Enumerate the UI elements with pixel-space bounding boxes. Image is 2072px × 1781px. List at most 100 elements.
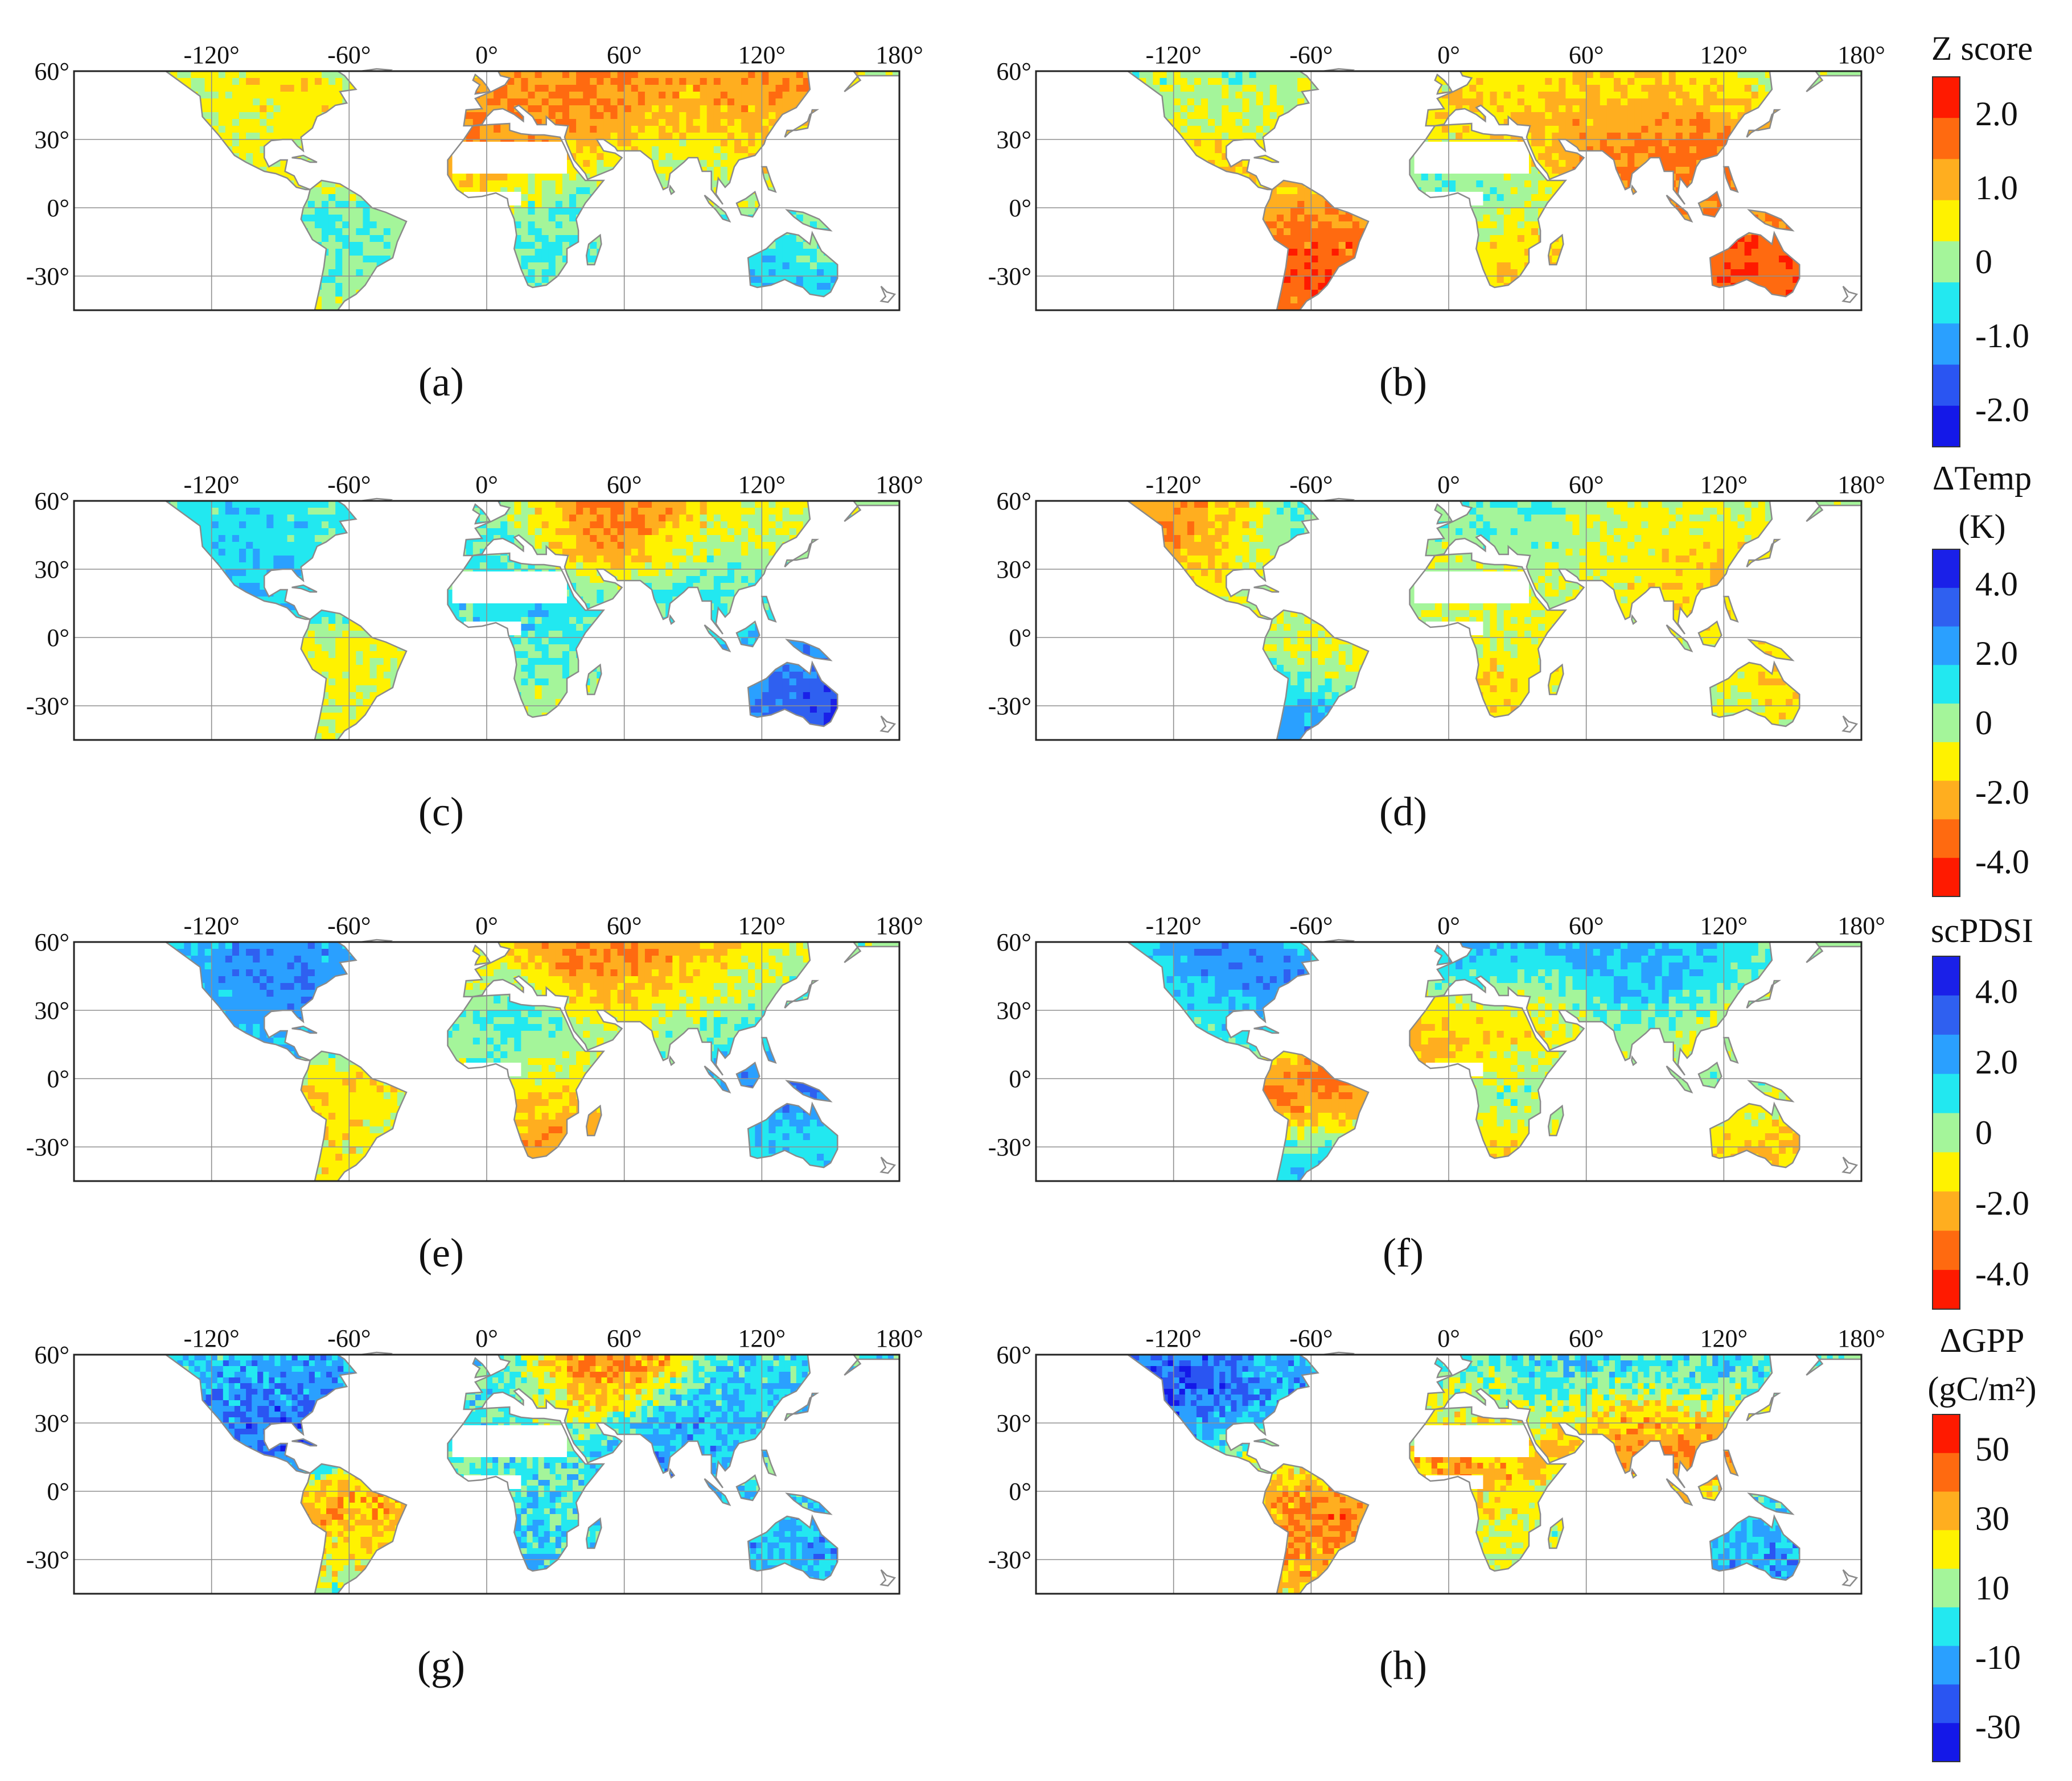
lon-tick-label: -120°	[1146, 1325, 1202, 1352]
lat-tick-label: 60°	[34, 928, 69, 956]
lon-tick-label: 0°	[1437, 1325, 1460, 1352]
map-frame-d	[1035, 500, 1863, 741]
colorbar-tick-label: -2.0	[1975, 774, 2029, 811]
graticule-d	[1036, 501, 1861, 740]
colorbar-swatch	[1933, 1270, 1960, 1310]
lon-tick-label: 120°	[738, 41, 786, 69]
colorbar-swatch	[1933, 1453, 1960, 1492]
graticule-g	[74, 1355, 899, 1594]
lat-tick-label: -30°	[26, 692, 69, 720]
colorbar-swatch	[1933, 780, 1960, 820]
lon-tick-label: -120°	[184, 1325, 240, 1352]
colorbar-tick-label: 4.0	[1975, 973, 2018, 1010]
lon-tick-label: 180°	[875, 1325, 923, 1352]
map-panel-f: -120° -60° 0° 60° 120° 180° 60° 30° 0° -30° (f)	[988, 912, 1885, 1276]
lat-tick-label: 30°	[34, 1409, 69, 1437]
lon-tick-label: 60°	[1569, 1325, 1604, 1352]
lon-tick-label: 0°	[475, 471, 498, 499]
map-frame-b	[1035, 70, 1863, 311]
lon-tick-label: 60°	[607, 1325, 642, 1352]
lat-tick-label: 60°	[34, 487, 69, 515]
colorbar-scpdsi: scPDSI 4.0 2.0 0 -2.0 -4.0	[1931, 912, 2033, 1310]
panel-label-a: (a)	[418, 359, 464, 405]
lon-tick-label: -60°	[327, 471, 371, 499]
panel-label-e: (e)	[418, 1230, 464, 1276]
lon-tick-label: -60°	[327, 912, 371, 940]
colorbar-tick-label: 10	[1975, 1569, 2009, 1607]
colorbar-swatch	[1933, 626, 1960, 665]
map-frame-a	[73, 70, 901, 311]
lat-tick-label: -30°	[26, 1133, 69, 1161]
lon-tick-label: 180°	[875, 41, 923, 69]
colorbar-tick-label: 0	[1975, 1114, 1992, 1151]
lon-tick-label: -120°	[1146, 471, 1202, 499]
panel-label-b: (b)	[1379, 359, 1427, 405]
colorbar-swatch	[1933, 323, 1960, 365]
coastlines-g	[101, 1351, 901, 1595]
lat-tick-label: 0°	[1009, 624, 1031, 652]
lon-tick-label: -60°	[327, 41, 371, 69]
lat-tick-label: 60°	[996, 1341, 1031, 1369]
colorbar-title: (K)	[1958, 508, 2005, 545]
lat-tick-label: 30°	[996, 556, 1031, 583]
map-frame-f	[1035, 941, 1863, 1182]
lon-tick-label: -120°	[184, 41, 240, 69]
colorbar-tick-label: 1.0	[1975, 169, 2018, 207]
lon-tick-label: 0°	[1437, 912, 1460, 940]
lat-tick-label: 0°	[47, 1065, 69, 1093]
lon-tick-label: 180°	[1837, 1325, 1885, 1352]
map-panel-e: -120° -60° 0° 60° 120° 180° 60° 30° 0° -30° (e)	[26, 912, 923, 1276]
colorbar-swatch	[1933, 1684, 1960, 1724]
colorbar-swatch	[1933, 858, 1960, 897]
colorbar-tick-label: -2.0	[1975, 391, 2029, 429]
colorbar-swatch	[1933, 77, 1960, 118]
lat-tick-label: -30°	[988, 1133, 1031, 1161]
colorbar-tick-label: -10	[1975, 1639, 2021, 1676]
lat-tick-label: 60°	[34, 1341, 69, 1369]
panel-label-d: (d)	[1379, 789, 1427, 834]
coastlines-c	[101, 497, 901, 741]
coastlines-b	[1063, 68, 1863, 311]
lon-tick-label: 120°	[738, 912, 786, 940]
lat-tick-label: -30°	[988, 262, 1031, 290]
lon-tick-label: -120°	[184, 912, 240, 940]
lat-tick-label: 60°	[996, 57, 1031, 85]
colorbar-tick-label: 0	[1975, 243, 1992, 281]
lat-tick-label: 0°	[1009, 1065, 1031, 1093]
lat-tick-label: 0°	[47, 194, 69, 222]
lon-tick-label: -120°	[1146, 41, 1202, 69]
lon-tick-label: 0°	[1437, 471, 1460, 499]
colorbar-swatch	[1933, 995, 1960, 1035]
colorbar-dtemp: ΔTemp (K) 4.0 2.0 0 -2.0 -4.0	[1932, 459, 2032, 897]
colorbar-zscore: Z score 2.0 1.0 0 -1.0 -2.0	[1931, 30, 2033, 447]
colorbar-swatch	[1933, 1191, 1960, 1231]
colorbar-swatch	[1933, 549, 1960, 589]
lon-tick-label: 120°	[1700, 1325, 1748, 1352]
colorbar-swatch	[1933, 1530, 1960, 1569]
colorbar-tick-label: 30	[1975, 1500, 2009, 1537]
lon-tick-label: 60°	[607, 912, 642, 940]
colorbar-swatch	[1933, 364, 1960, 406]
lon-tick-label: 120°	[738, 471, 786, 499]
colorbar-tick-label: 2.0	[1975, 1043, 2018, 1081]
colorbar-title: (gC/m²)	[1927, 1370, 2036, 1408]
colorbar-tick-label: 50	[1975, 1430, 2009, 1468]
lon-tick-label: 60°	[1569, 41, 1604, 69]
lat-tick-label: 30°	[996, 997, 1031, 1025]
graticule-h	[1036, 1355, 1861, 1594]
lon-tick-label: 120°	[1700, 912, 1748, 940]
lon-tick-label: 60°	[1569, 471, 1604, 499]
colorbar-swatch	[1933, 405, 1960, 447]
map-panel-b: -120° -60° 0° 60° 120° 180° 60° 30° 0° -30° (b)	[988, 41, 1885, 405]
lon-tick-label: -60°	[327, 1325, 371, 1352]
lon-tick-label: 0°	[475, 1325, 498, 1352]
lon-tick-label: -60°	[1289, 41, 1333, 69]
colorbar-swatch	[1933, 704, 1960, 743]
map-panel-d: -120° -60° 0° 60° 120° 180° 60° 30° 0° -30° (d)	[988, 471, 1885, 834]
lat-tick-label: 0°	[1009, 1478, 1031, 1506]
map-frame-h	[1035, 1354, 1863, 1595]
coastlines-d	[1063, 497, 1863, 741]
lon-tick-label: 180°	[1837, 41, 1885, 69]
colorbar-title: Z score	[1931, 30, 2033, 67]
